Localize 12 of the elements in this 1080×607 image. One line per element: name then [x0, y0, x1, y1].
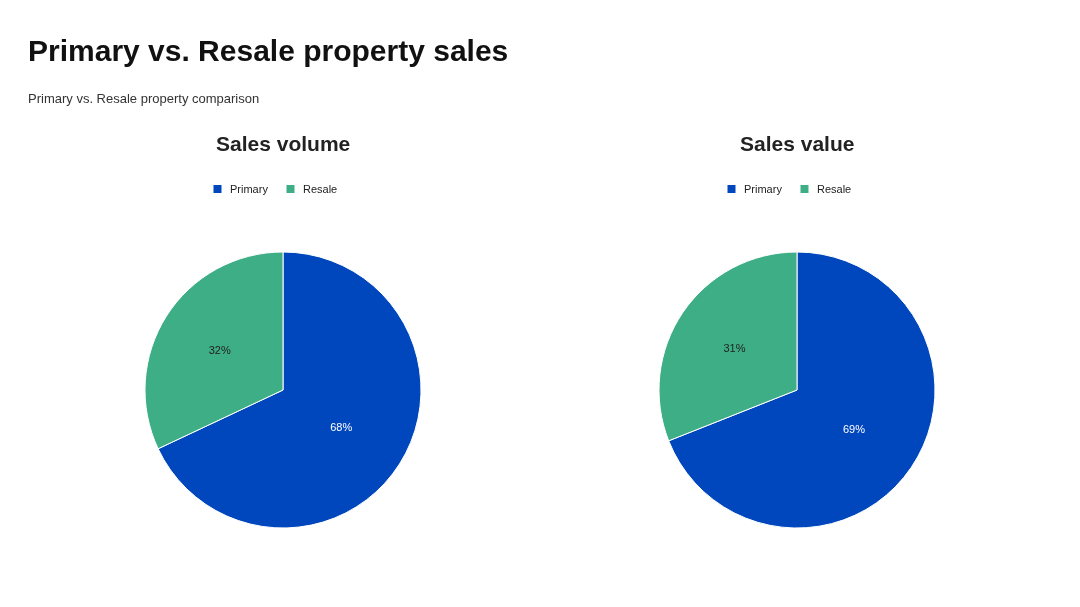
data-label: 69%	[842, 422, 866, 435]
legend-label: Primary	[744, 183, 783, 195]
text: Primary vs. Resale property sales	[28, 34, 509, 67]
data-label: 32%	[208, 343, 231, 356]
data-label: 31%	[723, 341, 746, 354]
legend-label: Primary	[230, 183, 269, 195]
chart-title: Sales value	[740, 132, 855, 155]
text: Primary vs. Resale property comparison	[28, 91, 260, 106]
legend-label: Resale	[817, 183, 852, 195]
chart-title: Sales volume	[216, 132, 351, 155]
legend-label: Resale	[303, 183, 338, 195]
data-label: 68%	[330, 420, 353, 433]
